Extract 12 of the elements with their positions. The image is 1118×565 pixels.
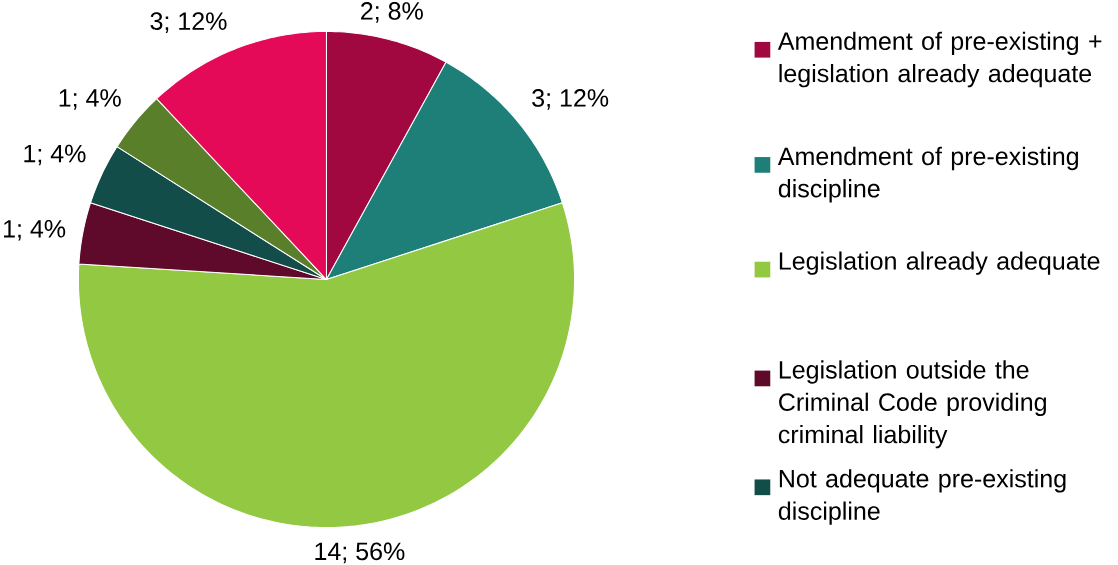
legend-label: Amendment of pre-existing discipline [777,146,1078,203]
data-label: 3; 12% [150,12,227,33]
data-label: 3; 12% [532,88,609,110]
legend-label: Legislation already adequate [779,251,1100,275]
legend-label: Amendment of pre-existing + legislation already adequate [777,31,1102,88]
legend-label: Not adequate pre-existing discipline [778,469,1066,525]
legend-label: Legislation outside the Criminal Code providing criminal liability [778,360,1046,449]
data-label: 1; 4% [24,144,86,166]
data-label: 1; 4% [4,219,66,241]
data-label: 14; 56% [315,542,405,564]
data-label: 1; 4% [59,89,121,110]
data-label: 2; 8% [361,1,423,23]
